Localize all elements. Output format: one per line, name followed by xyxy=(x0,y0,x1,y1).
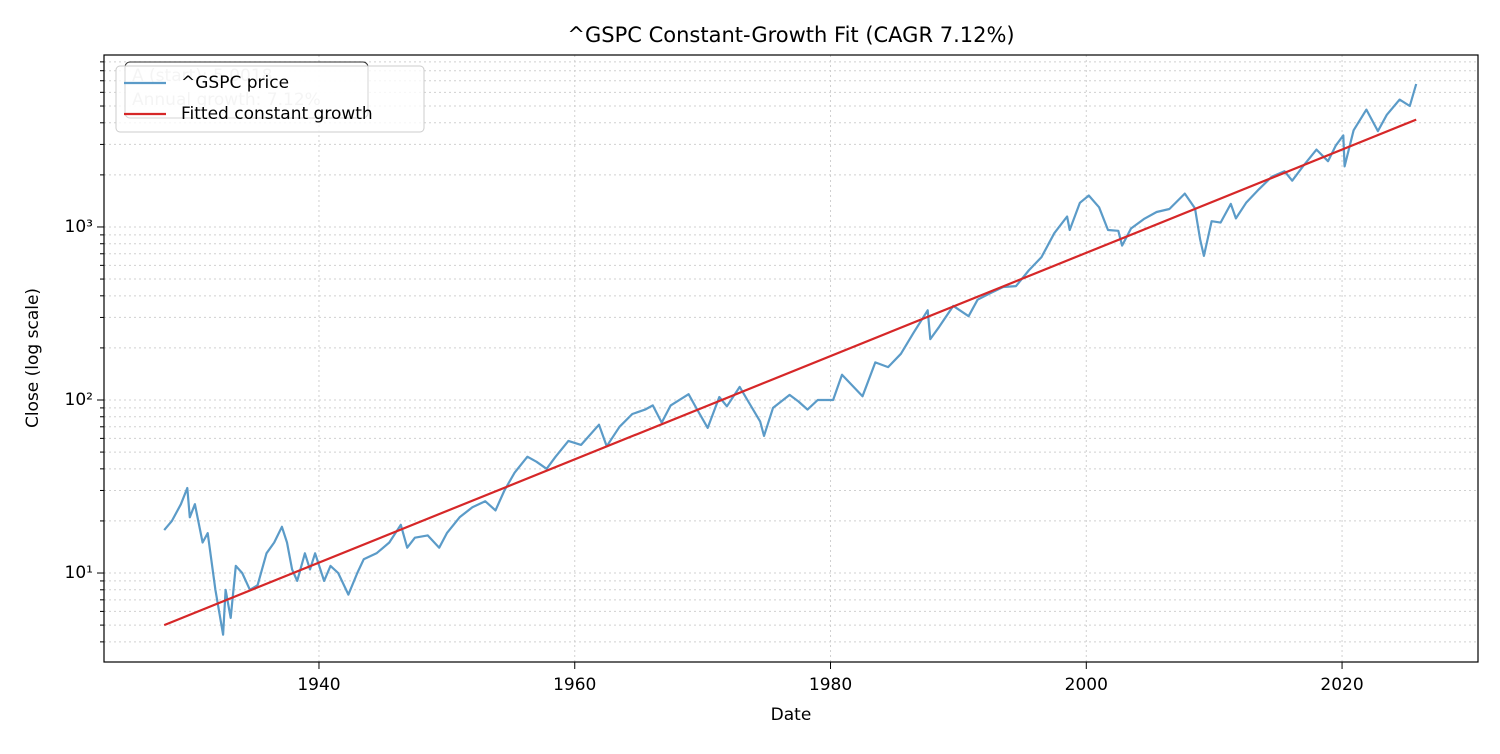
legend-label: ^GSPC price xyxy=(181,73,289,93)
series-line xyxy=(163,83,1418,636)
legend-box xyxy=(115,65,425,133)
x-tick-label: 2020 xyxy=(1320,675,1363,695)
x-axis-label: Date xyxy=(771,705,812,725)
x-tick-label: 2000 xyxy=(1065,675,1108,695)
y-tick-label: 10³ xyxy=(65,217,93,237)
series-line xyxy=(163,118,1417,627)
y-tick-label: 10² xyxy=(65,390,93,410)
x-tick-label: 1940 xyxy=(297,675,340,695)
chart-title: ^GSPC Constant-Growth Fit (CAGR 7.12%) xyxy=(567,23,1014,47)
y-axis-label: Close (log scale) xyxy=(23,288,43,428)
plot-frame xyxy=(103,54,1479,663)
legend-label: Fitted constant growth xyxy=(181,104,373,124)
x-tick-label: 1980 xyxy=(809,675,852,695)
x-tick-label: 1960 xyxy=(553,675,596,695)
y-tick-label: 10¹ xyxy=(65,563,93,583)
